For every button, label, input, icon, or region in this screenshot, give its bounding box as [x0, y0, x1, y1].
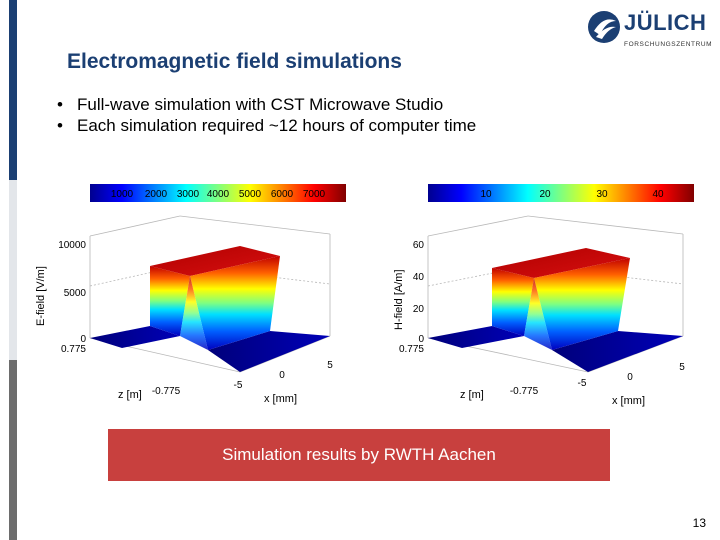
x-ticks: -5 0 5 — [234, 360, 334, 391]
x-axis-label: x [mm] — [264, 393, 297, 405]
h-field-plot: 10 20 30 40 H-field [A/m] 60 40 20 0 0.7… — [393, 184, 694, 407]
colorbar-ticks: 10 20 30 40 — [480, 189, 664, 200]
y-axis-label: E-field [V/m] — [35, 266, 47, 326]
x-tick: 5 — [327, 360, 333, 371]
bullet-text: Full-wave simulation with CST Microwave … — [77, 95, 444, 114]
bullet-list: • Full-wave simulation with CST Microwave… — [57, 94, 476, 136]
y-tick: 20 — [413, 304, 425, 315]
surface-front-fall — [180, 276, 208, 350]
y-ticks: 10000 5000 0 — [58, 240, 86, 345]
colorbar-tick: 40 — [652, 189, 664, 200]
y-tick: 40 — [413, 272, 425, 283]
colorbar-tick: 10 — [480, 189, 492, 200]
colorbar-tick: 2000 — [145, 189, 168, 200]
surface-front-fall — [524, 278, 552, 350]
surface-fall — [190, 256, 280, 350]
bullet-item: • Each simulation required ~12 hours of c… — [57, 116, 477, 135]
x-tick: -5 — [578, 378, 587, 389]
y-ticks: 60 40 20 0 — [413, 240, 425, 345]
z-tick: 0.775 — [61, 344, 86, 355]
surface-floor-right — [208, 331, 330, 372]
e-field-plot: 1000 2000 3000 4000 5000 6000 7000 E-fie… — [35, 184, 346, 405]
logo-name: JÜLICH — [624, 10, 707, 35]
y-tick: 0 — [80, 334, 86, 345]
colorbar-tick: 7000 — [303, 189, 326, 200]
surface-floor-right — [552, 331, 683, 372]
side-accent-bar-top — [9, 0, 17, 180]
y-axis-label: H-field [A/m] — [393, 269, 405, 330]
colorbar-tick: 30 — [596, 189, 608, 200]
surface-top — [150, 246, 280, 276]
colorbar-tick: 5000 — [239, 189, 262, 200]
x-tick: -5 — [234, 380, 243, 391]
y-tick: 10000 — [58, 240, 86, 251]
julich-logo-icon — [588, 11, 620, 43]
julich-logo: JÜLICH FORSCHUNGSZENTRUM — [586, 9, 716, 53]
x-axis-label: x [mm] — [612, 395, 645, 407]
page-number: 13 — [692, 516, 706, 530]
z-tick: -0.775 — [152, 386, 181, 397]
surface-rise — [492, 268, 534, 336]
credit-banner: Simulation results by RWTH Aachen — [108, 429, 610, 481]
colorbar-tick: 3000 — [177, 189, 200, 200]
surface-top — [492, 248, 630, 278]
x-tick: 5 — [679, 362, 685, 373]
y-tick: 5000 — [64, 288, 87, 299]
colorbar-tick: 20 — [539, 189, 551, 200]
x-tick: 0 — [627, 372, 633, 383]
y-tick: 0 — [418, 334, 424, 345]
colorbar-ticks: 1000 2000 3000 4000 5000 6000 7000 — [111, 189, 326, 200]
side-accent-bar-mid — [9, 180, 17, 360]
bullet-item: • Full-wave simulation with CST Microwave… — [57, 95, 444, 114]
z-axis-label: z [m] — [460, 389, 484, 401]
colorbar-tick: 4000 — [207, 189, 230, 200]
surface-floor-left — [90, 326, 180, 348]
bullet-text: Each simulation required ~12 hours of co… — [77, 116, 477, 135]
x-ticks: -5 0 5 — [578, 362, 686, 389]
z-tick: 0.775 — [399, 344, 424, 355]
z-tick: -0.775 — [510, 386, 539, 397]
colorbar-tick: 6000 — [271, 189, 294, 200]
logo-subtitle: FORSCHUNGSZENTRUM — [624, 41, 713, 48]
colorbar — [90, 184, 346, 202]
side-accent-bar-bottom — [9, 360, 17, 540]
x-tick: 0 — [279, 370, 285, 381]
surface-floor-left — [428, 326, 524, 348]
colorbar-tick: 1000 — [111, 189, 134, 200]
z-axis-label: z [m] — [118, 389, 142, 401]
y-tick: 60 — [413, 240, 425, 251]
slide-title: Electromagnetic field simulations — [67, 50, 402, 73]
colorbar — [428, 184, 694, 202]
surface-fall — [534, 258, 630, 350]
surface-rise — [150, 266, 190, 336]
